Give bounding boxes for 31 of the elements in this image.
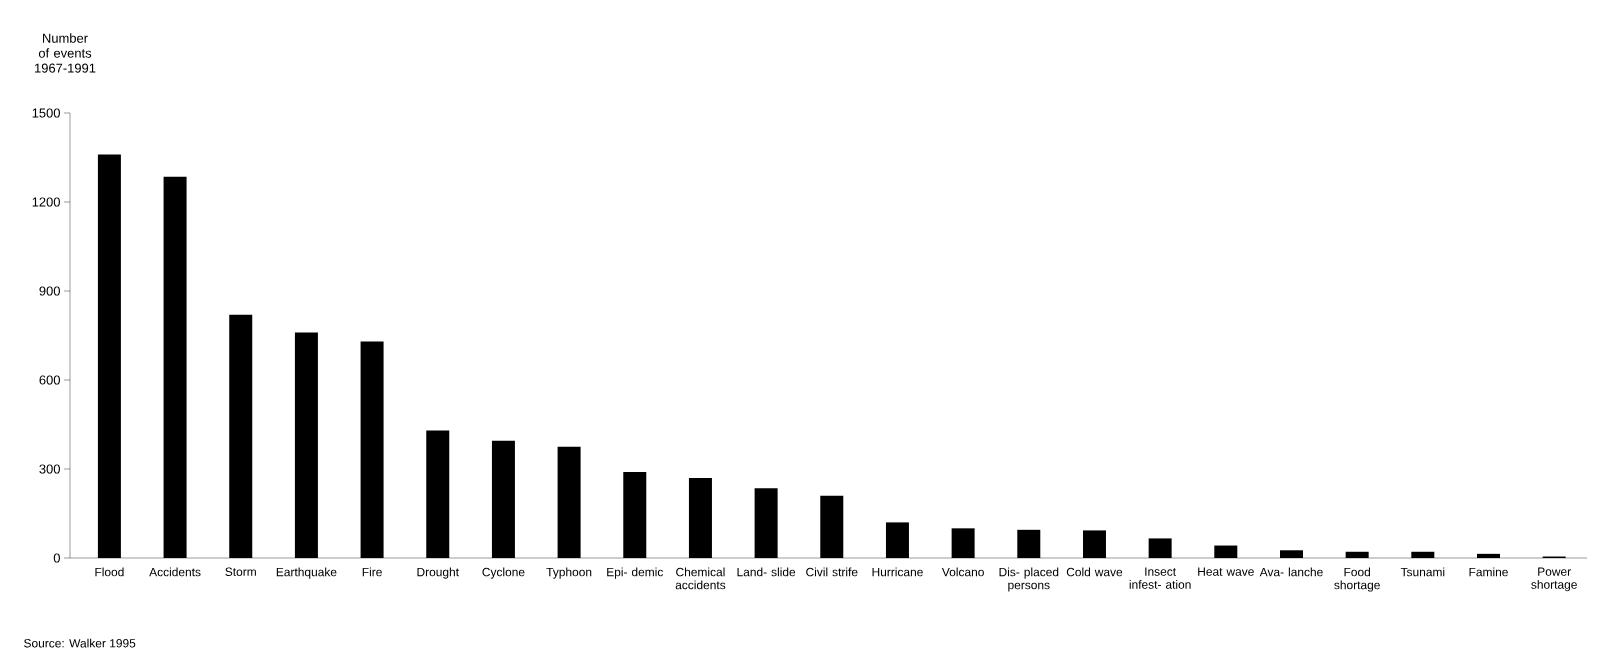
- x-tick-label: Flood: [95, 567, 124, 577]
- x-tick-label: Heat wave: [1198, 567, 1254, 576]
- x-tick-label: Insect infest- ation: [1129, 567, 1191, 589]
- x-tick-label: Accidents: [149, 567, 201, 577]
- x-tick-label: Chemical accidents: [675, 567, 726, 590]
- y-tick-label: 1200: [32, 197, 60, 207]
- y-tick-label: 300: [39, 464, 60, 474]
- x-tick-label: Cyclone: [482, 567, 525, 579]
- x-tick-label: Storm: [225, 567, 256, 576]
- y-axis-title: Number of events 1967-1991: [35, 33, 96, 73]
- x-tick-label: Volcano: [941, 567, 984, 577]
- x-tick-label: Epi- demic: [607, 567, 663, 579]
- x-tick-label: Hurricane: [872, 567, 923, 577]
- x-tick-label: Dis- placed persons: [999, 567, 1059, 592]
- x-tick-label: Cold wave: [1066, 567, 1123, 577]
- y-tick-label: 600: [39, 375, 60, 385]
- y-tick-label: 900: [39, 286, 60, 296]
- x-tick-label: Famine: [1469, 567, 1508, 577]
- x-tick-label: Ava- lanche: [1259, 567, 1323, 577]
- x-tick-label: Typhoon: [546, 567, 592, 579]
- x-tick-label: Power shortage: [1531, 567, 1577, 592]
- source-note: Source: Walker 1995: [24, 638, 136, 648]
- x-tick-label: Food shortage: [1334, 567, 1380, 592]
- x-tick-label: Civil strife: [806, 567, 858, 577]
- x-tick-label: Earthquake: [276, 567, 337, 579]
- x-tick-label: Land- slide: [737, 567, 796, 577]
- y-tick-label: 0: [53, 553, 60, 563]
- y-tick-label: 1500: [32, 108, 60, 118]
- x-tick-label: Tsunami: [1400, 567, 1445, 577]
- x-tick-label: Fire: [362, 567, 382, 577]
- x-tick-label: Drought: [417, 567, 459, 579]
